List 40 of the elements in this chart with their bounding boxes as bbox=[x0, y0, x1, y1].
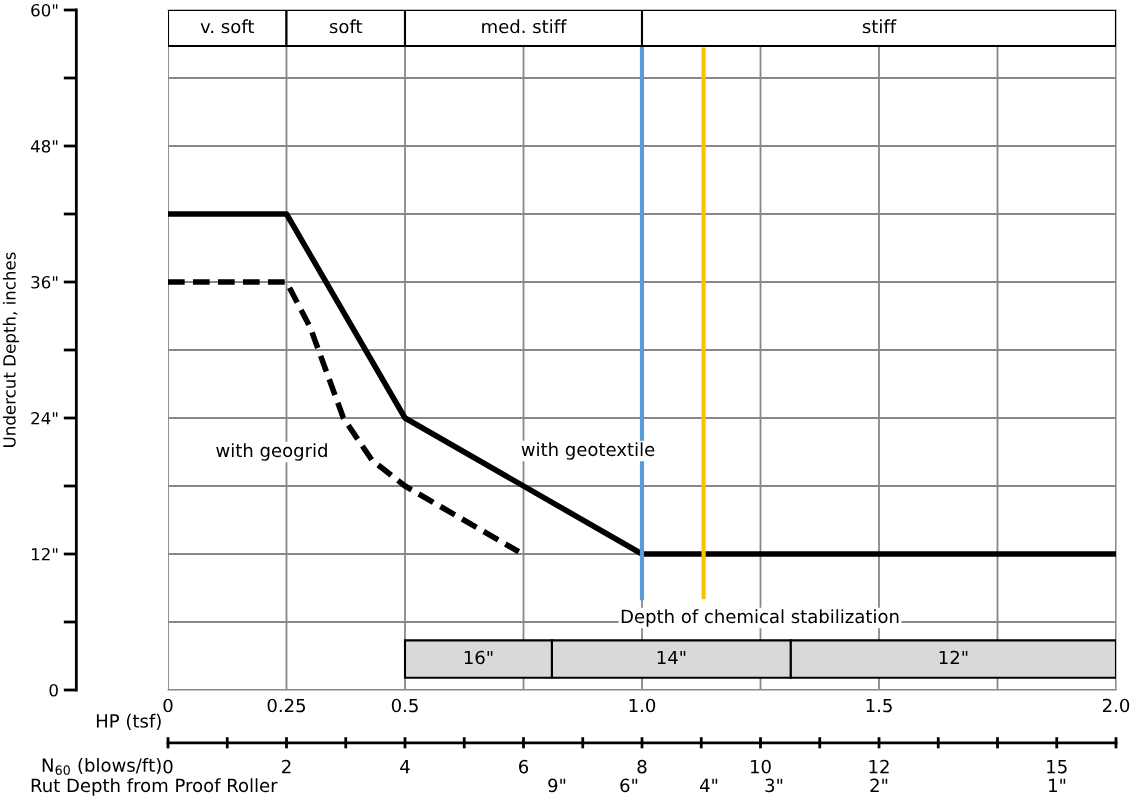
x2-tick-label: 0 bbox=[163, 759, 173, 774]
x2-tick-label: 2 bbox=[282, 759, 291, 774]
text: 9" bbox=[548, 778, 566, 793]
x2-tick-label: 10 bbox=[751, 759, 771, 774]
x2-tick-label: 12 bbox=[869, 759, 889, 774]
annotation: with geotextile bbox=[521, 442, 655, 460]
x2-tick-label: 4 bbox=[400, 760, 410, 774]
y-tick-label: 24" bbox=[31, 411, 58, 425]
x-tick-label: 0 bbox=[163, 698, 173, 713]
annotation: Depth of chemical stabilization bbox=[621, 609, 899, 627]
y-axis-title: Undercut Depth, inches bbox=[2, 252, 19, 447]
text: 1" bbox=[1049, 778, 1066, 792]
text: 3" bbox=[765, 778, 783, 793]
x2-tick-label: 8 bbox=[637, 759, 647, 774]
text: 6" bbox=[620, 778, 638, 793]
y-tick-label: 60" bbox=[31, 3, 58, 17]
band-label: soft bbox=[329, 19, 363, 34]
text: Rut Depth from Proof Roller bbox=[31, 778, 278, 796]
band-label: 14" bbox=[657, 650, 686, 665]
x-tick-label: 0.25 bbox=[267, 698, 306, 713]
text: 4" bbox=[699, 778, 718, 792]
band-label: 16" bbox=[464, 650, 493, 665]
y-tick-label: 12" bbox=[31, 547, 58, 561]
text: 2" bbox=[870, 778, 888, 792]
x2-tick-label: 15 bbox=[1047, 760, 1067, 774]
x-tick-label: 1.5 bbox=[866, 698, 892, 713]
band-label: 12" bbox=[939, 650, 968, 665]
band-label: v. soft bbox=[200, 19, 254, 34]
band-label: med. stiff bbox=[482, 19, 567, 34]
x-tick-label: 2.0 bbox=[1102, 698, 1130, 713]
band-label: stiff bbox=[862, 19, 897, 34]
annotation: with geogrid bbox=[216, 443, 327, 461]
x2-tick-label: 6 bbox=[519, 759, 529, 774]
x2-axis-title: N$_{60}$ (blows/ft) bbox=[42, 758, 161, 775]
x-axis-title: HP (tsf) bbox=[96, 713, 161, 730]
y-tick-label: 48" bbox=[30, 139, 58, 153]
x-tick-label: 1.0 bbox=[629, 698, 656, 713]
x-tick-label: 0.5 bbox=[391, 698, 418, 713]
y-tick-label: 0 bbox=[49, 683, 58, 697]
y-tick-label: 36" bbox=[31, 275, 58, 289]
